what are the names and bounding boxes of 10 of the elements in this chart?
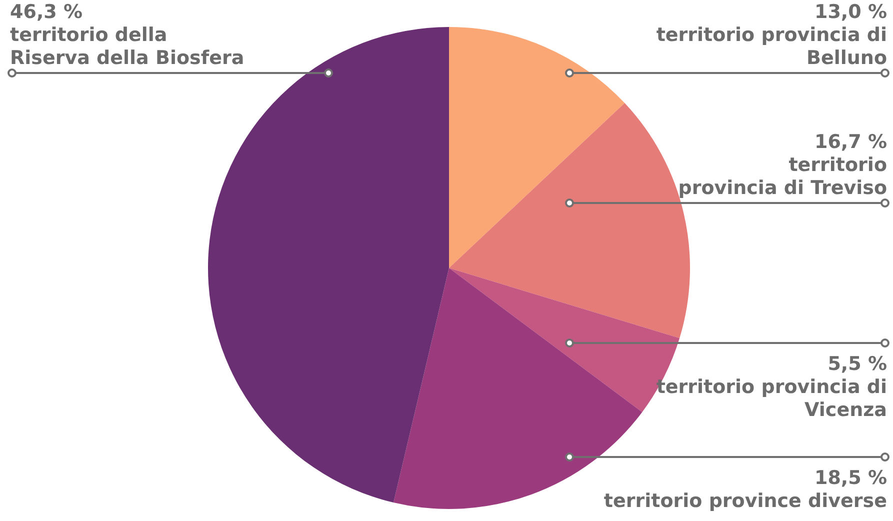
slice-label: territorio province diverse (604, 490, 887, 512)
slice-label: territorio della Riserva della Biosfera (10, 24, 244, 69)
data-label: 46,3 % (10, 1, 83, 23)
data-label: 13,0 % (814, 1, 887, 23)
data-label: 5,5 % (828, 353, 887, 375)
slice-label: territorio provincia di Vicenza (656, 376, 887, 421)
slice-label: territorio provincia di Treviso (678, 154, 887, 199)
slice-label: territorio provincia di Belluno (656, 24, 887, 69)
data-label: 18,5 % (814, 467, 887, 489)
data-label: 16,7 % (814, 131, 887, 153)
